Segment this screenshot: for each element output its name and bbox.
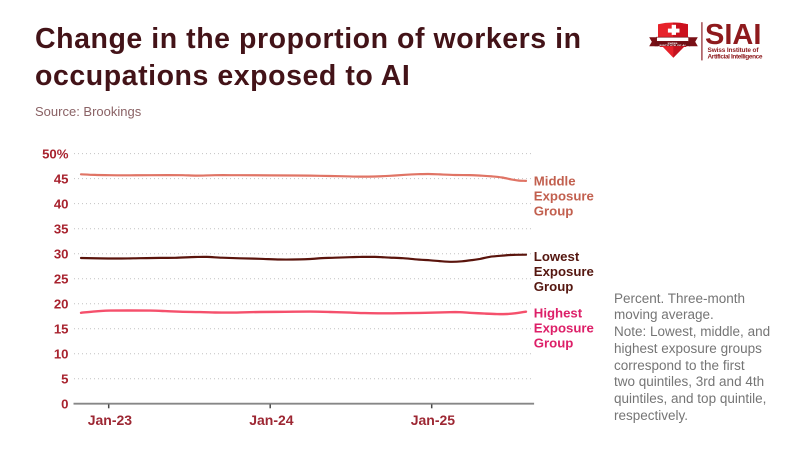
svg-text:Group: Group bbox=[534, 279, 574, 294]
svg-text:35: 35 bbox=[54, 222, 69, 237]
svg-text:Group: Group bbox=[534, 335, 574, 350]
svg-text:Exposure: Exposure bbox=[534, 264, 594, 279]
svg-text:5: 5 bbox=[61, 372, 68, 387]
svg-text:40: 40 bbox=[54, 196, 69, 211]
svg-text:25: 25 bbox=[54, 272, 69, 287]
svg-text:Artificial Intelligence: Artificial Intelligence bbox=[708, 53, 763, 60]
svg-text:50%: 50% bbox=[42, 146, 69, 161]
svg-text:20: 20 bbox=[54, 297, 69, 312]
svg-text:Group: Group bbox=[534, 203, 574, 218]
svg-text:0: 0 bbox=[61, 397, 68, 412]
svg-text:Highest: Highest bbox=[534, 305, 583, 320]
svg-text:Lowest: Lowest bbox=[534, 249, 580, 264]
svg-text:INSTITUTE OF AI: INSTITUTE OF AI bbox=[660, 44, 687, 47]
svg-text:15: 15 bbox=[54, 322, 69, 337]
svg-text:Swiss Institute of: Swiss Institute of bbox=[708, 47, 760, 54]
svg-text:SWISS: SWISS bbox=[668, 43, 679, 45]
svg-text:45: 45 bbox=[54, 171, 69, 186]
svg-text:10: 10 bbox=[54, 347, 69, 362]
svg-text:SIAI: SIAI bbox=[705, 19, 761, 51]
svg-text:Exposure: Exposure bbox=[534, 188, 594, 203]
svg-text:Jan-23: Jan-23 bbox=[88, 412, 133, 428]
svg-text:Jan-24: Jan-24 bbox=[249, 412, 294, 428]
svg-text:30: 30 bbox=[54, 247, 69, 262]
svg-text:Exposure: Exposure bbox=[534, 320, 594, 335]
svg-text:Middle: Middle bbox=[534, 173, 576, 188]
svg-text:Jan-25: Jan-25 bbox=[411, 412, 456, 428]
